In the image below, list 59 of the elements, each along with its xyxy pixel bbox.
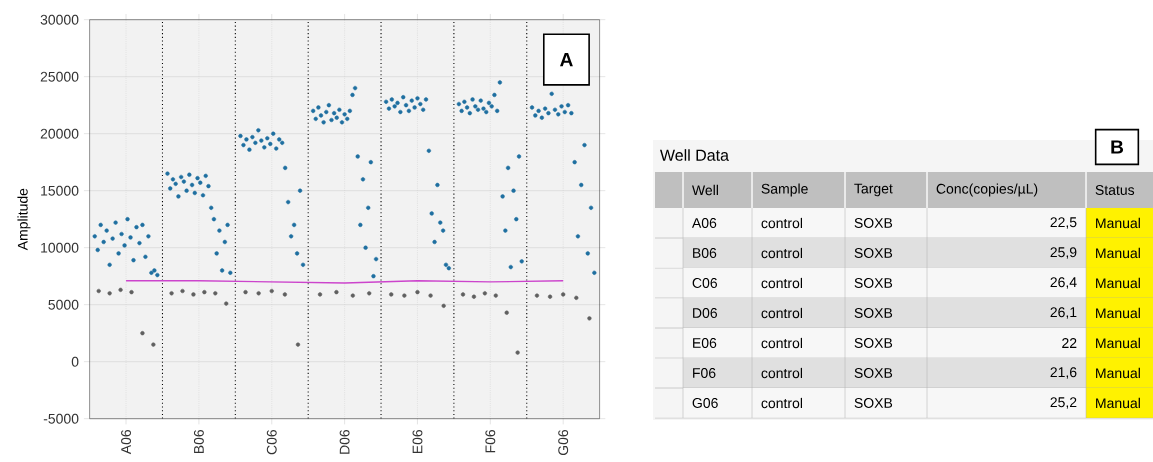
text: SOXB (854, 308, 893, 318)
category-label: Conc(copies/µL) (936, 183, 1038, 197)
text: control (761, 397, 803, 409)
text: 22 (1062, 338, 1077, 348)
text: Manual (1096, 217, 1140, 229)
text: 22,5 (1050, 217, 1077, 229)
text: 21,6 (1050, 367, 1077, 379)
text: G06 (692, 398, 718, 408)
y-tick-label: 30000 (40, 14, 79, 25)
x-tick-label: G06 (558, 429, 569, 456)
text: Manual (1096, 397, 1140, 409)
text: control (761, 337, 803, 349)
y-tick-label: 20000 (40, 128, 79, 139)
text: Manual (1096, 247, 1140, 259)
text: A06 (691, 218, 717, 228)
y-tick-label: 5000 (48, 299, 79, 310)
text: control (761, 247, 803, 259)
text: control (761, 217, 803, 229)
text: C06 (692, 278, 717, 288)
category-label: Sample (761, 183, 808, 197)
y-axis-title: Amplitude (17, 188, 31, 251)
text: 26,1 (1050, 307, 1077, 319)
y-tick-label: 0 (71, 356, 79, 367)
text: Manual (1096, 277, 1140, 289)
text: control (761, 367, 803, 379)
x-tick-label: A06 (121, 429, 132, 455)
text: 26,4 (1050, 277, 1077, 289)
text: SOXB (854, 218, 893, 228)
x-tick-label: D06 (339, 429, 350, 454)
text: Well Data (660, 149, 729, 161)
y-tick-label: 10000 (41, 242, 79, 253)
text: Manual (1096, 307, 1140, 319)
text: Manual (1096, 337, 1140, 349)
text: SOXB (854, 278, 893, 288)
text: SOXB (854, 338, 893, 348)
text: SOXB (854, 248, 893, 258)
text: 25,9 (1050, 247, 1077, 259)
text: B06 (693, 248, 717, 258)
text: F06 (693, 368, 716, 378)
text: 25,2 (1050, 397, 1077, 409)
category-label: Status (1095, 185, 1135, 195)
x-tick-label: C06 (266, 429, 277, 455)
text: control (761, 277, 803, 289)
category-label: Well (692, 184, 718, 196)
y-tick-label: -5000 (43, 413, 79, 424)
y-tick-label: 15000 (41, 185, 79, 196)
text: SOXB (854, 398, 893, 408)
category-label: Target (854, 183, 893, 197)
x-tick-label: F06 (485, 429, 496, 453)
text: Manual (1096, 367, 1140, 379)
y-tick-label: 25000 (40, 71, 79, 82)
x-tick-label: E06 (412, 429, 423, 454)
text: D06 (693, 308, 717, 318)
text: E06 (693, 338, 717, 348)
annotation: A (560, 52, 573, 67)
text: SOXB (854, 368, 893, 378)
text: B (1111, 140, 1124, 154)
text: control (761, 307, 803, 319)
x-tick-label: B06 (193, 429, 204, 454)
